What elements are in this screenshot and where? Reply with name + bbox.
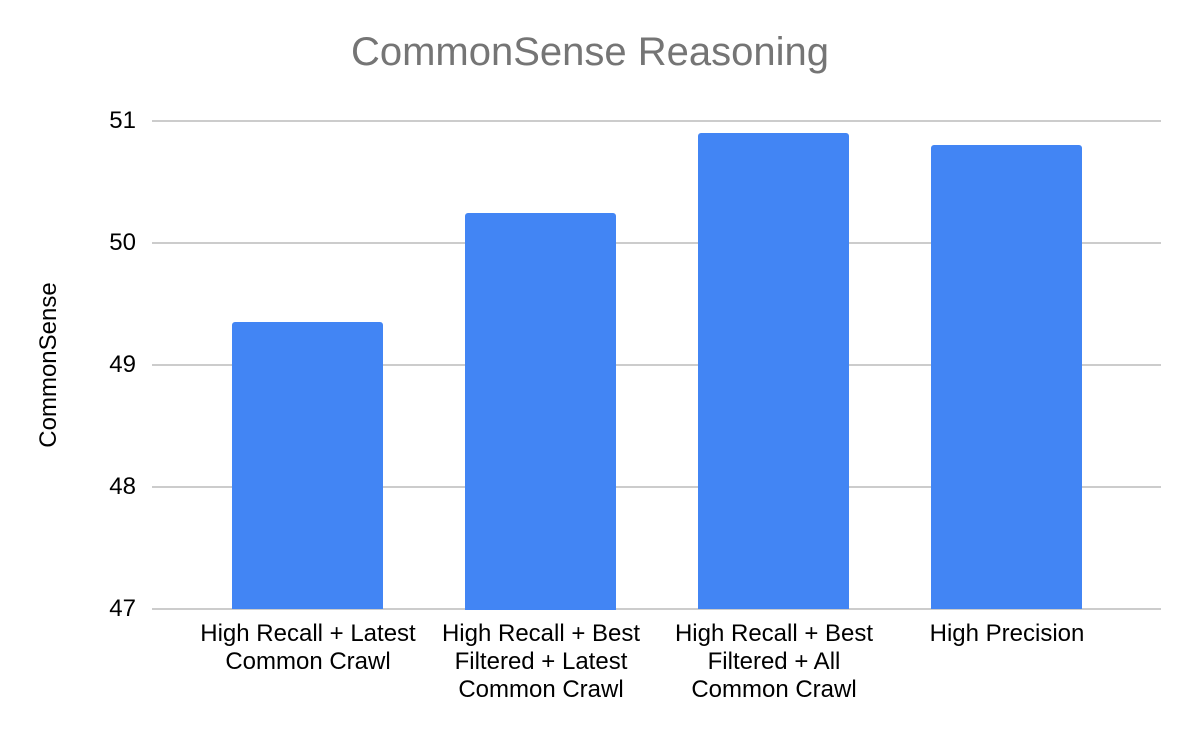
x-category-label: High Recall + Best Filtered + All Common… — [674, 620, 874, 703]
y-tick-label-48: 48 — [109, 473, 136, 500]
chart-title: CommonSense Reasoning — [350, 30, 830, 74]
bar-high-precision — [931, 145, 1082, 609]
x-category-label: High Precision — [929, 620, 1085, 647]
y-tick-label-49: 49 — [109, 351, 136, 378]
gridline-49 — [152, 364, 1161, 366]
x-category-label: High Recall + Latest Common Crawl — [200, 620, 416, 675]
y-tick-label-51: 51 — [109, 107, 136, 134]
gridline-48 — [152, 486, 1161, 488]
bar-high-recall-latest-common-crawl — [232, 322, 383, 609]
x-category-label: High Recall + Best Filtered + Latest Com… — [441, 620, 641, 703]
plot-area — [152, 120, 1161, 610]
bar-high-recall-best-filtered-latest-common-crawl — [465, 213, 616, 610]
gridline-51 — [152, 120, 1161, 122]
gridline-47 — [152, 608, 1161, 610]
y-tick-label-50: 50 — [109, 229, 136, 256]
bar-high-recall-best-filtered-all-common-crawl — [698, 133, 849, 609]
y-tick-label-47: 47 — [109, 595, 136, 622]
gridline-50 — [152, 242, 1161, 244]
